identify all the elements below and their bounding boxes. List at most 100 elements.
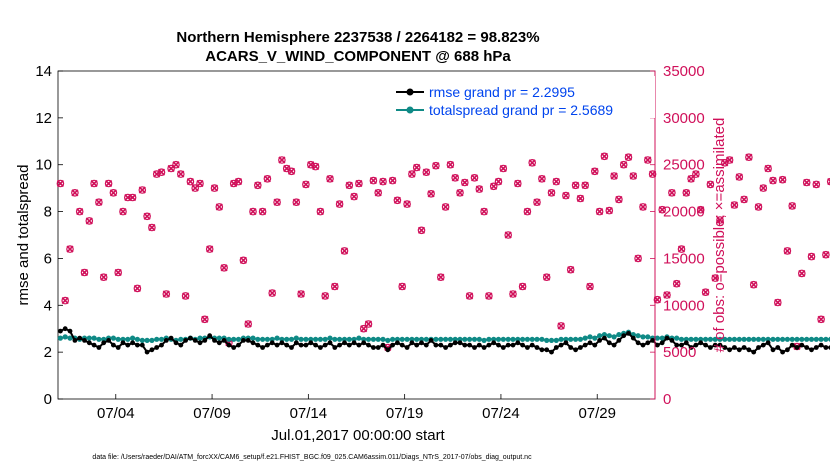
obs-assimilated-marker — [422, 168, 430, 176]
rmse-point — [260, 345, 265, 350]
obs-assimilated-marker — [369, 177, 377, 185]
totalspread-point — [505, 336, 511, 342]
rmse-point — [476, 342, 482, 348]
totalspread-point — [813, 336, 819, 342]
obs-possible-marker — [711, 274, 720, 282]
obs-assimilated-marker — [148, 223, 156, 232]
rmse-point — [505, 342, 511, 348]
totalspread-point — [67, 335, 73, 341]
obs-assimilated-marker — [340, 247, 349, 255]
left-tick-label: 2 — [44, 344, 52, 361]
obs-possible-marker — [817, 315, 825, 324]
totalspread-point — [727, 336, 733, 342]
obs-possible-marker — [456, 189, 464, 197]
totalspread-point — [736, 336, 742, 342]
totalspread-point — [476, 336, 482, 342]
totalspread-point — [539, 336, 545, 342]
rmse-point — [645, 340, 651, 346]
obs-assimilated-marker — [677, 245, 686, 253]
totalspread-point — [370, 336, 376, 342]
rmse-point — [139, 342, 145, 348]
totalspread-point — [279, 336, 285, 342]
obs-assimilated-marker — [109, 189, 117, 197]
x-tick-label: 07/24 — [482, 405, 520, 422]
obs-assimilated-marker — [528, 159, 536, 167]
totalspread-point — [125, 336, 131, 342]
totalspread-point — [313, 336, 319, 342]
obs-possible-marker — [278, 156, 286, 164]
obs-assimilated-marker — [61, 297, 69, 305]
rmse-point — [727, 347, 732, 353]
totalspread-point — [110, 335, 116, 341]
obs-assimilated-marker — [379, 178, 387, 186]
rmse-point — [168, 335, 174, 341]
obs-assimilated-marker — [206, 245, 214, 253]
obs-possible-marker — [754, 203, 763, 211]
obs-possible-marker — [287, 167, 296, 176]
obs-possible-marker — [653, 295, 662, 304]
rmse-point — [197, 340, 203, 346]
obs-possible-marker — [408, 170, 416, 178]
x-tick-label: 07/14 — [290, 405, 328, 422]
rmse-point — [703, 342, 708, 348]
totalspread-point — [775, 336, 781, 342]
obs-assimilated-marker — [591, 167, 599, 175]
totalspread-point — [452, 336, 458, 342]
obs-assimilated-marker — [783, 247, 791, 255]
rmse-point — [120, 340, 126, 346]
obs-possible-marker — [807, 252, 816, 261]
obs-assimilated-marker — [547, 189, 556, 197]
rmse-point — [616, 338, 622, 343]
left-axis-label: rmse and totalspread — [15, 165, 32, 306]
rmse-point — [621, 333, 627, 339]
obs-possible-marker — [297, 290, 305, 298]
obs-assimilated-marker — [610, 172, 618, 180]
left-tick-label: 4 — [44, 297, 52, 314]
totalspread-point — [149, 337, 155, 343]
rmse-point — [236, 342, 241, 348]
totalspread-point — [332, 336, 338, 342]
totalspread-point — [447, 336, 453, 342]
obs-possible-marker — [210, 184, 219, 192]
obs-possible-marker — [783, 247, 792, 255]
rmse-point — [529, 342, 535, 348]
totalspread-point — [457, 336, 463, 342]
rmse-point — [202, 338, 208, 343]
obs-possible-marker — [128, 193, 137, 202]
obs-possible-marker — [692, 170, 700, 178]
obs-possible-marker — [359, 324, 368, 333]
obs-possible-marker — [215, 203, 224, 211]
obs-assimilated-marker — [446, 161, 454, 169]
rmse-point — [549, 349, 554, 355]
totalspread-point — [356, 335, 362, 341]
rmse-point — [265, 342, 270, 348]
totalspread-point — [611, 334, 617, 340]
obs-assimilated-marker — [586, 282, 594, 291]
obs-assimilated-marker — [745, 153, 753, 161]
obs-assimilated-marker — [634, 254, 642, 262]
rmse-point — [515, 340, 521, 346]
rmse-point — [130, 340, 136, 346]
totalspread-point — [568, 336, 574, 342]
rmse-point — [245, 338, 251, 343]
obs-assimilated-marker — [499, 164, 507, 173]
obs-possible-marker — [764, 164, 772, 173]
obs-possible-marker — [648, 170, 657, 178]
obs-assimilated-marker — [66, 245, 74, 253]
totalspread-point — [375, 336, 381, 342]
legend-box — [389, 76, 655, 118]
obs-possible-marker — [119, 207, 127, 216]
obs-possible-marker — [513, 179, 522, 188]
obs-possible-marker — [802, 178, 811, 187]
obs-assimilated-marker — [210, 184, 219, 192]
obs-possible-marker — [504, 231, 513, 239]
obs-assimilated-marker — [514, 179, 522, 188]
obs-assimilated-marker — [56, 179, 64, 188]
rmse-point — [630, 335, 636, 341]
obs-assimilated-marker — [254, 181, 262, 189]
rmse-point — [683, 340, 689, 346]
rmse-point — [688, 345, 694, 350]
rmse-point — [698, 340, 704, 346]
totalspread-point — [385, 337, 391, 343]
totalspread-point — [491, 336, 497, 342]
